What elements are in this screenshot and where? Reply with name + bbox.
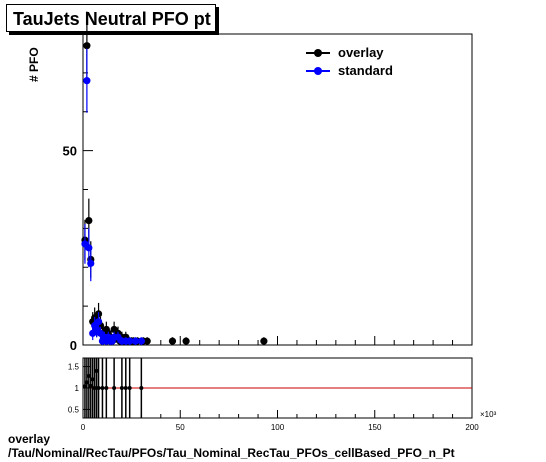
- ratio-point: [96, 386, 101, 390]
- x-tick-label: 200: [465, 423, 479, 432]
- y-tick-label: 0: [70, 338, 77, 353]
- legend-label-standard: standard: [338, 63, 393, 78]
- ratio-y-tick-label: 1.5: [68, 363, 80, 372]
- ratio-point: [92, 386, 97, 390]
- x-tick-label: 150: [368, 423, 382, 432]
- data-point-overlay: [168, 337, 177, 345]
- legend-marker-icon: [314, 67, 322, 75]
- data-point-overlay: [260, 337, 268, 345]
- data-point-standard: [87, 259, 95, 267]
- ratio-point: [94, 368, 99, 373]
- data-point-overlay: [182, 337, 190, 345]
- ratio-point: [104, 386, 109, 390]
- x-axis-exponent: ×10³: [480, 410, 497, 419]
- data-point-standard: [137, 337, 145, 345]
- data-point-overlay: [83, 42, 91, 50]
- x-tick-label: 50: [176, 423, 185, 432]
- ratio-y-tick-label: 0.5: [68, 405, 80, 414]
- ratio-point: [139, 386, 144, 390]
- data-point-overlay: [143, 337, 151, 345]
- legend-marker-icon: [314, 49, 322, 57]
- legend: overlay standard: [300, 44, 393, 80]
- ratio-point: [123, 386, 128, 390]
- ratio-point: [82, 384, 87, 389]
- legend-entry-overlay: overlay: [300, 44, 393, 62]
- legend-label-overlay: overlay: [338, 45, 384, 60]
- y-tick-label: 50: [63, 144, 77, 159]
- main-plot-frame: [82, 33, 473, 346]
- x-tick-label: 100: [271, 423, 285, 432]
- legend-entry-standard: standard: [300, 62, 393, 80]
- data-point-standard: [94, 318, 103, 326]
- ratio-point: [90, 377, 95, 382]
- ratio-point: [84, 380, 89, 385]
- x-tick-label: 0: [81, 423, 86, 432]
- ratio-point: [88, 383, 93, 388]
- ratio-point: [119, 386, 124, 390]
- ratio-y-tick-label: 1: [75, 384, 80, 393]
- data-point-standard: [126, 337, 134, 345]
- caption-line-1: overlay: [8, 432, 51, 446]
- data-point-overlay: [85, 217, 93, 225]
- data-point-standard: [83, 77, 91, 85]
- ratio-point: [86, 374, 91, 378]
- ratio-point: [100, 386, 105, 390]
- chart-title: TauJets Neutral PFO pt: [6, 4, 216, 32]
- ratio-point: [127, 386, 132, 390]
- caption-line-2: /Tau/Nominal/RecTau/PFOs/Tau_Nominal_Rec…: [8, 446, 455, 460]
- data-point-standard: [131, 337, 140, 345]
- ratio-point: [112, 386, 117, 390]
